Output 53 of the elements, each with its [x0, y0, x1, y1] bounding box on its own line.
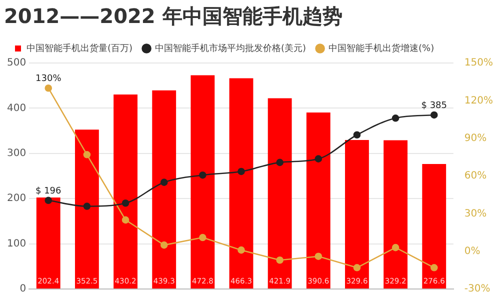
- bar: [268, 98, 292, 288]
- point: [83, 151, 91, 158]
- y-tick-label: 200: [6, 193, 26, 204]
- bar: [74, 130, 99, 288]
- bar: [422, 164, 446, 288]
- point: [353, 131, 361, 139]
- y2-tick-label: 90%: [464, 132, 487, 144]
- data-label: $ 196: [35, 186, 62, 196]
- point: [430, 111, 438, 119]
- bar: [345, 140, 369, 288]
- bar: [190, 75, 215, 288]
- data-label: $ 385: [421, 100, 448, 111]
- bar: [114, 94, 138, 288]
- chart-title: 2012——2022 年中国智能手机趋势: [4, 4, 342, 28]
- point: [122, 199, 130, 207]
- bar: [36, 198, 60, 288]
- bar: [306, 112, 330, 288]
- legend-label: 中国智能手机出货增速(%): [328, 42, 434, 54]
- point: [44, 196, 52, 204]
- point: [314, 252, 322, 260]
- y2-tick-label: 150%: [464, 58, 494, 69]
- point: [160, 241, 168, 249]
- point: [199, 171, 206, 179]
- y2-tick-label: 60%: [464, 170, 487, 182]
- point: [44, 84, 52, 92]
- point: [353, 264, 361, 272]
- point: [238, 246, 245, 254]
- point: [276, 158, 284, 166]
- point: [430, 264, 438, 272]
- point: [314, 155, 322, 162]
- point: [392, 244, 400, 252]
- bar: [384, 140, 408, 288]
- legend-label: 中国智能手机市场平均批发价格(美元): [155, 42, 306, 54]
- y2-tick-label: -30%: [464, 284, 490, 295]
- point: [392, 114, 400, 122]
- point: [160, 178, 168, 186]
- point: [276, 256, 284, 264]
- point: [122, 216, 130, 224]
- y2-tick-label: 30%: [464, 208, 487, 220]
- legend-label: 中国智能手机出货量(百万): [26, 42, 133, 54]
- y-tick-label: 0: [20, 284, 26, 295]
- bar: [152, 90, 176, 288]
- y-tick-label: 400: [6, 102, 26, 114]
- y-tick-label: 500: [6, 58, 26, 69]
- y-tick-label: 100: [6, 238, 26, 250]
- point: [199, 234, 206, 242]
- data-label: 130%: [36, 74, 62, 84]
- point: [83, 202, 91, 210]
- y2-tick-label: 0%: [464, 246, 480, 257]
- point: [238, 168, 245, 176]
- bar: [229, 78, 254, 288]
- y-tick-label: 300: [6, 148, 26, 159]
- y2-tick-label: 120%: [464, 95, 494, 106]
